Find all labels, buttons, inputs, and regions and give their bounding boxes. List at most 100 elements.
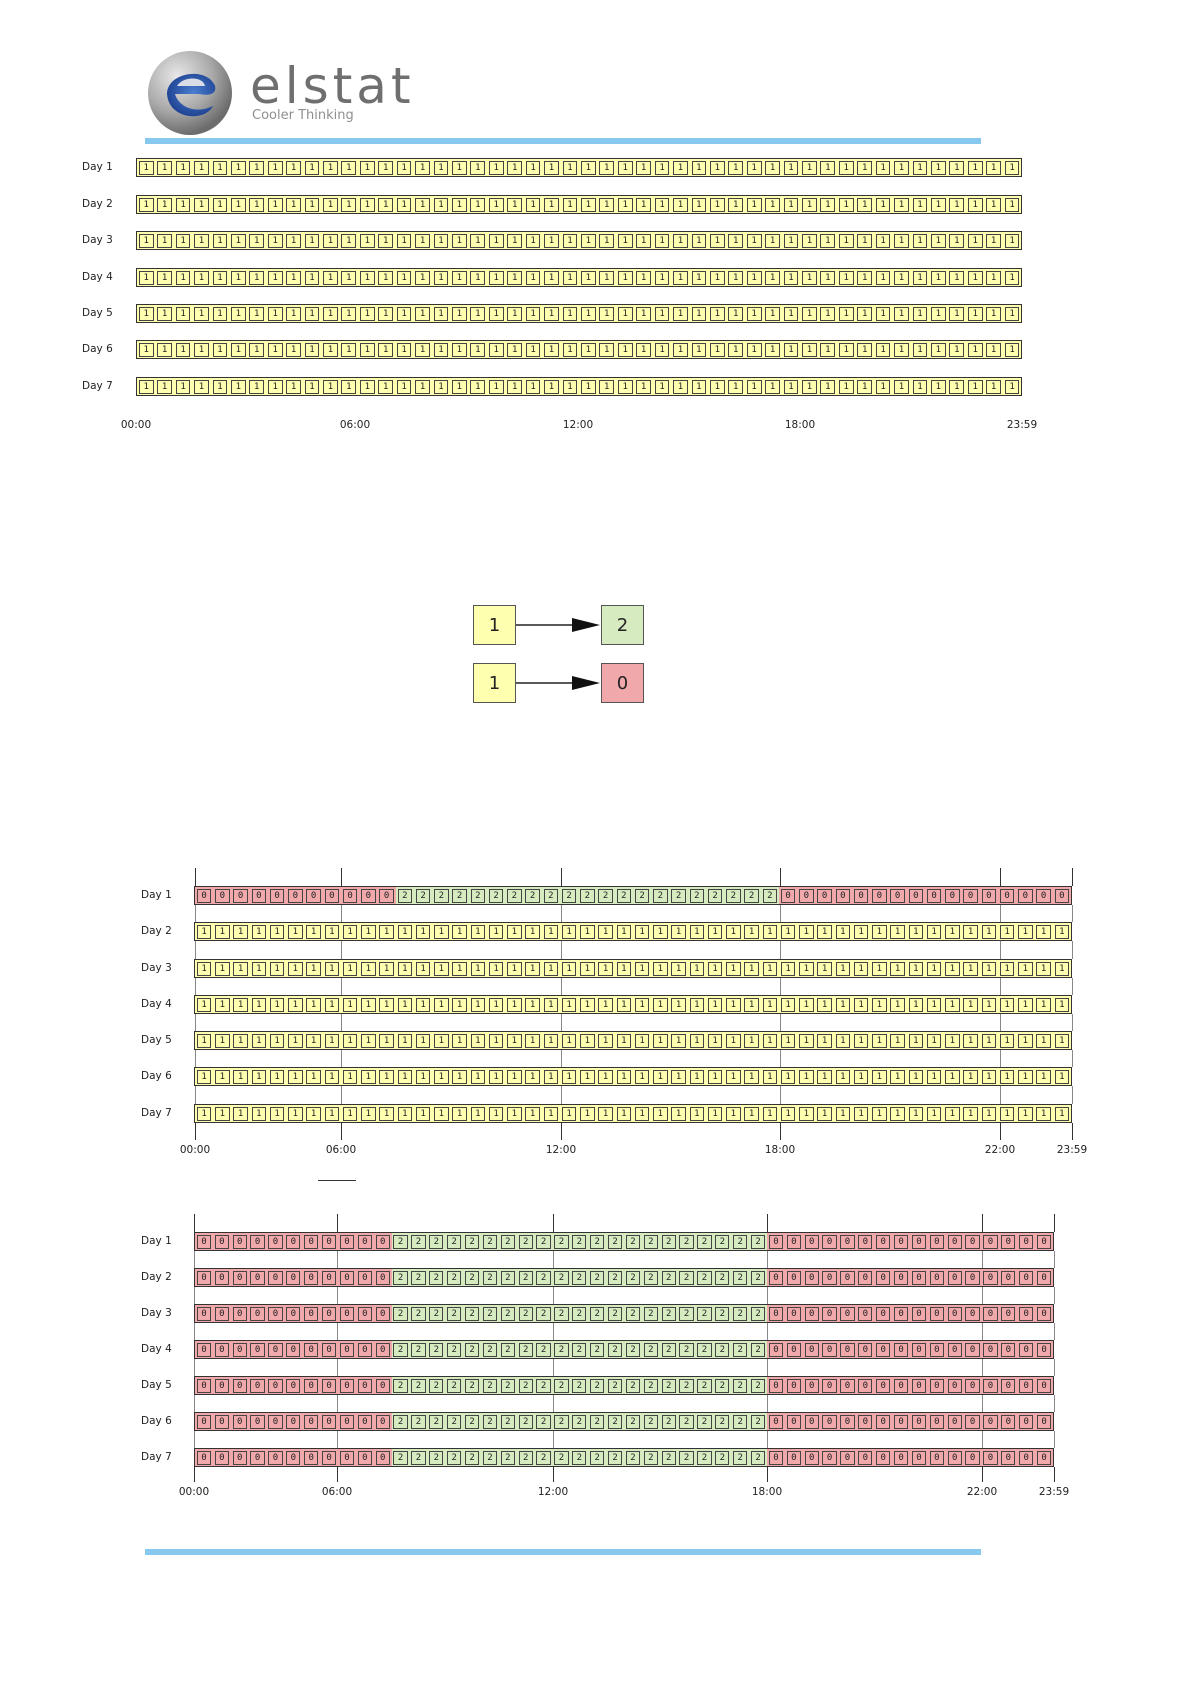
slot-value: 1 (342, 1106, 358, 1121)
day-label: Day 6 (82, 343, 113, 355)
time-gridline (561, 1086, 562, 1104)
slot-cell: 1 (468, 378, 488, 395)
slot-value: 1 (361, 924, 376, 939)
slot-cell: 1 (1016, 996, 1035, 1013)
slot-cell: 1 (321, 378, 340, 395)
slot-cell: 1 (505, 1105, 524, 1122)
slot-cell: 2 (713, 1341, 732, 1358)
slot-value: 1 (452, 997, 467, 1012)
slot-value: 1 (397, 961, 413, 976)
slot-value: 0 (858, 1414, 873, 1429)
slot-value: 1 (341, 379, 357, 394)
slot-cell: 1 (633, 960, 652, 977)
slot-value: 1 (853, 961, 869, 976)
slot-value: 1 (525, 379, 541, 394)
slot-value: 1 (926, 924, 942, 939)
slot-value: 1 (817, 1106, 832, 1121)
slot-cell: 0 (910, 1305, 928, 1322)
slot-value: 0 (804, 1306, 819, 1321)
slot-value: 1 (561, 1033, 577, 1048)
time-gridline (561, 868, 562, 886)
slot-value: 0 (286, 1378, 301, 1393)
slot-value: 0 (1019, 1342, 1034, 1357)
slot-value: 2 (580, 888, 595, 903)
slot-cell: 1 (394, 341, 414, 358)
slot-cell: 1 (322, 960, 341, 977)
slot-cell: 0 (963, 1377, 982, 1394)
slot-value: 2 (488, 888, 504, 903)
slot-cell: 1 (947, 378, 966, 395)
slot-cell: 0 (355, 1377, 374, 1394)
header-rule (145, 138, 981, 144)
slot-cell: 1 (779, 996, 798, 1013)
slot-value: 1 (488, 306, 504, 321)
slot-value: 1 (799, 961, 814, 976)
slot-cell: 1 (652, 378, 672, 395)
slot-value: 1 (617, 306, 633, 321)
slot-value: 1 (249, 197, 265, 212)
slot-value: 0 (872, 888, 887, 903)
slot-value: 1 (1004, 306, 1020, 321)
slot-cell: 1 (742, 923, 761, 940)
slot-value: 2 (464, 1414, 480, 1429)
slot-value: 0 (375, 1234, 390, 1249)
time-tick-label: 06:00 (321, 1486, 353, 1498)
time-gridline (767, 1395, 768, 1412)
slot-cell: 2 (481, 1377, 499, 1394)
slot-value: 1 (1004, 379, 1020, 394)
time-gridline (780, 1014, 781, 1031)
day-label: Day 1 (82, 161, 113, 173)
slot-value: 0 (286, 1450, 301, 1465)
slot-cell: 2 (588, 1305, 607, 1322)
slot-cell: 1 (892, 341, 911, 358)
slot-cell: 1 (706, 1105, 725, 1122)
slot-cell: 2 (749, 1413, 767, 1430)
slot-cell: 0 (856, 1341, 875, 1358)
slot-value: 0 (1001, 1306, 1016, 1321)
slot-value: 0 (286, 1270, 301, 1285)
slot-cell: 1 (651, 923, 670, 940)
slot-value: 1 (930, 160, 946, 175)
slot-value: 2 (733, 1270, 748, 1285)
time-tick-label: 22:00 (984, 1144, 1016, 1156)
slot-value: 2 (625, 1234, 641, 1249)
slot-value: 1 (709, 306, 725, 321)
slot-cell: 0 (963, 1341, 982, 1358)
slot-value: 0 (269, 888, 285, 903)
slot-cell: 0 (248, 1305, 267, 1322)
slot-value: 1 (780, 1033, 796, 1048)
slot-cell: 0 (341, 887, 360, 904)
slot-cell: 1 (906, 923, 925, 940)
slot-value: 1 (673, 233, 688, 248)
slot-value: 1 (986, 197, 1001, 212)
slot-value: 0 (214, 1342, 229, 1357)
slot-value: 1 (912, 306, 928, 321)
slot-cell: 1 (210, 341, 230, 358)
slot-value: 1 (765, 197, 780, 212)
slot-value: 1 (288, 961, 303, 976)
slot-value: 1 (872, 1033, 887, 1048)
slot-cell: 2 (391, 1341, 410, 1358)
slot-value: 2 (429, 1342, 444, 1357)
slot-value: 0 (196, 1414, 212, 1429)
slot-value: 1 (1054, 961, 1070, 976)
slot-cell: 1 (195, 1068, 214, 1085)
slot-value: 1 (488, 233, 504, 248)
slot-value: 0 (214, 1378, 229, 1393)
slot-cell: 1 (961, 923, 980, 940)
slot-value: 0 (196, 1270, 212, 1285)
slot-cell: 0 (906, 887, 925, 904)
slot-cell: 1 (965, 269, 985, 286)
slot-value: 1 (726, 1069, 741, 1084)
slot-value: 2 (482, 1450, 498, 1465)
slot-cell: 1 (614, 923, 633, 940)
slot-cell: 1 (523, 923, 542, 940)
slot-value: 1 (562, 306, 578, 321)
slot-cell: 1 (597, 305, 616, 322)
slot-value: 1 (1018, 997, 1033, 1012)
slot-cell: 0 (302, 1377, 321, 1394)
slot-cell: 1 (855, 341, 874, 358)
slot-value: 1 (691, 379, 707, 394)
slot-cell: 2 (463, 1233, 481, 1250)
